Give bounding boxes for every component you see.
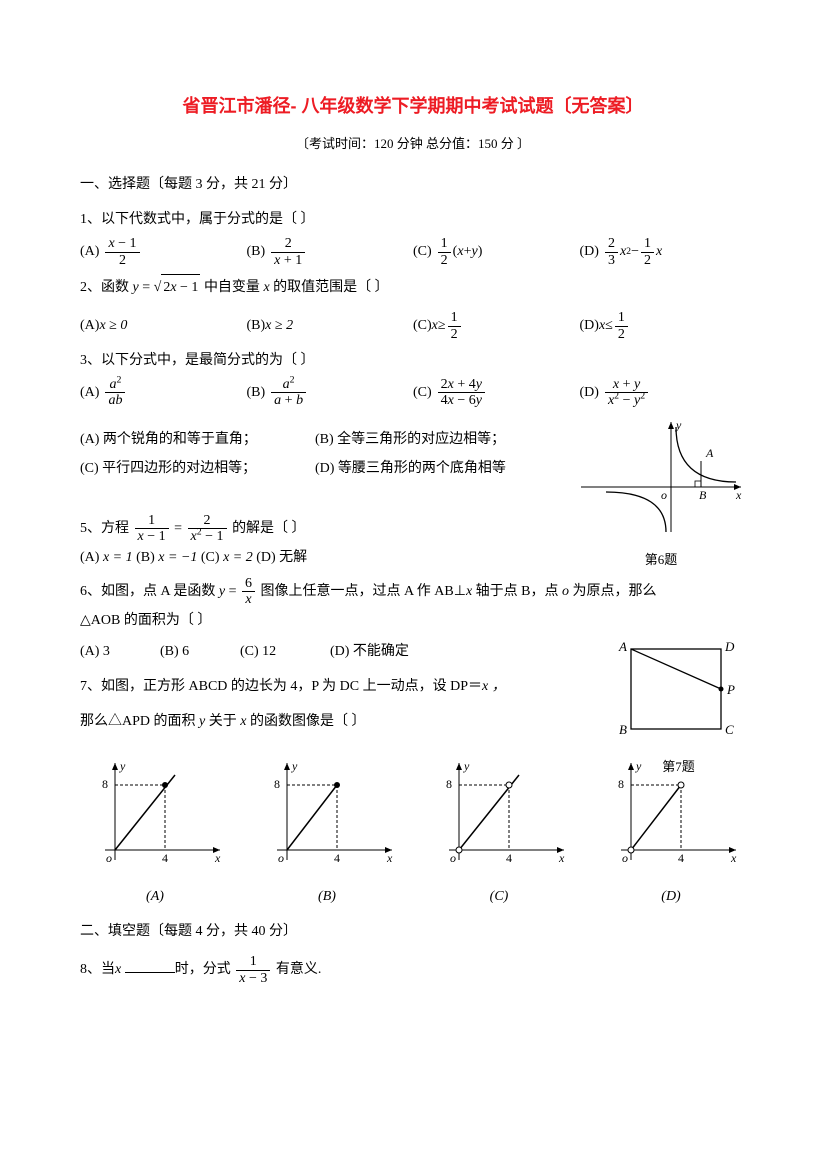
svg-text:x: x	[558, 851, 565, 865]
svg-text:o: o	[450, 851, 456, 865]
svg-text:P: P	[726, 682, 735, 697]
q2-opt-b: (B) x ≥ 2	[247, 310, 414, 342]
svg-text:A: A	[618, 639, 627, 654]
exam-info: 〔考试时间：120 分钟 总分值：150 分 〕	[80, 132, 746, 155]
svg-text:8: 8	[102, 777, 108, 791]
svg-text:o: o	[106, 851, 112, 865]
question-6: 6、如图，点 A 是函数 y = 6x 图像上任意一点，过点 A 作 AB⊥x …	[80, 576, 746, 633]
question-8: 8、当x 时，分式 1x − 3 有意义.	[80, 954, 746, 986]
q4-opt-d: (D) 等腰三角形的两个底角相等	[315, 456, 550, 481]
q4-options-row1: (A) 两个锐角的和等于直角； (B) 全等三角形的对应边相等；	[80, 427, 550, 452]
q7-caption: 第7题	[611, 755, 746, 778]
q7-graph-c: 8 4 o x y (C)	[424, 755, 574, 909]
q6-opt-c: (C) 12	[240, 639, 330, 664]
question-4: A B o x y 第6题 (A) 两个锐角的和等于直角； (B) 全等三角形的…	[80, 427, 746, 507]
square-abcd: A D B C P	[611, 639, 746, 744]
svg-text:x: x	[735, 488, 742, 502]
q7-line2: 那么△APD 的面积 y 关于 x 的函数图像是〔 〕	[80, 709, 560, 734]
svg-text:x: x	[386, 851, 393, 865]
q5-opt-c: (C) x = 2	[201, 550, 253, 565]
svg-text:4: 4	[506, 851, 512, 865]
figure-q7: A D B C P 第7题	[611, 639, 746, 779]
svg-text:y: y	[291, 759, 298, 773]
section-1-heading: 一、选择题〔每题 3 分，共 21 分〕	[80, 172, 746, 197]
q2-text: 2、函数 y = √2x − 1 中自变量 x 的取值范围是〔 〕	[80, 274, 746, 300]
q4-opt-c: (C) 平行四边形的对边相等；	[80, 456, 315, 481]
svg-text:4: 4	[678, 851, 684, 865]
svg-text:o: o	[278, 851, 284, 865]
question-6-options-and-7: A D B C P 第7题 (A) 3 (B) 6 (C) 12 (D) 不能确…	[80, 639, 746, 749]
section-2-heading: 二、填空题〔每题 4 分，共 40 分〕	[80, 919, 746, 944]
q1-opt-c: (C) 12(x + y)	[413, 236, 580, 268]
question-1: 1、以下代数式中，属于分式的是〔 〕 (A) x − 12 (B) 2x + 1…	[80, 207, 746, 268]
q7-line1: 7、如图，正方形 ABCD 的边长为 4，P 为 DC 上一动点，设 DP＝x …	[80, 674, 560, 699]
q6-line1: 6、如图，点 A 是函数 y = 6x 图像上任意一点，过点 A 作 AB⊥x …	[80, 576, 746, 608]
svg-text:x: x	[214, 851, 221, 865]
svg-text:B: B	[699, 488, 707, 502]
q5-text: 5、方程 1x − 1 = 2x2 − 1 的解是〔 〕	[80, 513, 746, 545]
q3-options: (A) a2ab (B) a2a + b (C) 2x + 4y4x − 6y …	[80, 377, 746, 409]
q6-opt-d: (D) 不能确定	[330, 639, 440, 664]
q4-options-row2: (C) 平行四边形的对边相等； (D) 等腰三角形的两个底角相等	[80, 456, 550, 481]
question-3: 3、以下分式中，是最简分式的为〔 〕 (A) a2ab (B) a2a + b …	[80, 348, 746, 409]
q7-graph-a: 8 4 o x y (A)	[80, 755, 230, 909]
svg-text:x: x	[730, 851, 737, 865]
q2-opt-a: (A) x ≥ 0	[80, 310, 247, 342]
svg-text:D: D	[724, 639, 735, 654]
q4-opt-a: (A) 两个锐角的和等于直角；	[80, 427, 315, 452]
svg-text:8: 8	[618, 777, 624, 791]
svg-text:4: 4	[162, 851, 168, 865]
q6-line2: △AOB 的面积为〔 〕	[80, 608, 746, 633]
question-5: 5、方程 1x − 1 = 2x2 − 1 的解是〔 〕 (A) x = 1 (…	[80, 513, 746, 570]
q6-opt-a: (A) 3	[80, 639, 160, 664]
svg-text:A: A	[705, 446, 714, 460]
svg-text:o: o	[622, 851, 628, 865]
q6-opt-b: (B) 6	[160, 639, 240, 664]
q8-blank	[125, 959, 175, 973]
q2-opt-d: (D) x ≤ 12	[580, 310, 747, 342]
q5-opt-b: (B) x = −1	[136, 550, 197, 565]
q3-opt-d: (D) x + yx2 − y2	[580, 377, 747, 409]
svg-text:4: 4	[334, 851, 340, 865]
svg-text:y: y	[463, 759, 470, 773]
q1-text: 1、以下代数式中，属于分式的是〔 〕	[80, 207, 746, 232]
q3-opt-c: (C) 2x + 4y4x − 6y	[413, 377, 580, 409]
q4-opt-b: (B) 全等三角形的对应边相等；	[315, 427, 550, 452]
question-2: 2、函数 y = √2x − 1 中自变量 x 的取值范围是〔 〕 (A) x …	[80, 274, 746, 342]
q1-opt-d: (D) 23x2 − 12x	[580, 236, 747, 268]
q2-opt-c: (C) x ≥ 12	[413, 310, 580, 342]
svg-text:y: y	[675, 418, 682, 432]
q6-options: (A) 3 (B) 6 (C) 12 (D) 不能确定	[80, 639, 500, 664]
q1-options: (A) x − 12 (B) 2x + 1 (C) 12(x + y) (D) …	[80, 236, 746, 268]
svg-text:8: 8	[446, 777, 452, 791]
svg-text:y: y	[119, 759, 126, 773]
q5-opt-d: (D) 无解	[256, 550, 307, 565]
document-title: 省晋江市潘径- 八年级数学下学期期中考试试题〔无答案〕	[80, 90, 746, 122]
q5-opt-a: (A) x = 1	[80, 550, 133, 565]
svg-text:8: 8	[274, 777, 280, 791]
q3-text: 3、以下分式中，是最简分式的为〔 〕	[80, 348, 746, 373]
q7-graph-b: 8 4 o x y (B)	[252, 755, 402, 909]
q3-opt-b: (B) a2a + b	[247, 377, 414, 409]
svg-text:B: B	[619, 722, 627, 737]
q1-opt-a: (A) x − 12	[80, 236, 247, 268]
q5-options: (A) x = 1 (B) x = −1 (C) x = 2 (D) 无解	[80, 545, 746, 570]
q2-options: (A) x ≥ 0 (B) x ≥ 2 (C) x ≥ 12 (D) x ≤ 1…	[80, 310, 746, 342]
q3-opt-a: (A) a2ab	[80, 377, 247, 409]
svg-text:o: o	[661, 488, 667, 502]
q1-opt-b: (B) 2x + 1	[247, 236, 414, 268]
svg-text:C: C	[725, 722, 734, 737]
